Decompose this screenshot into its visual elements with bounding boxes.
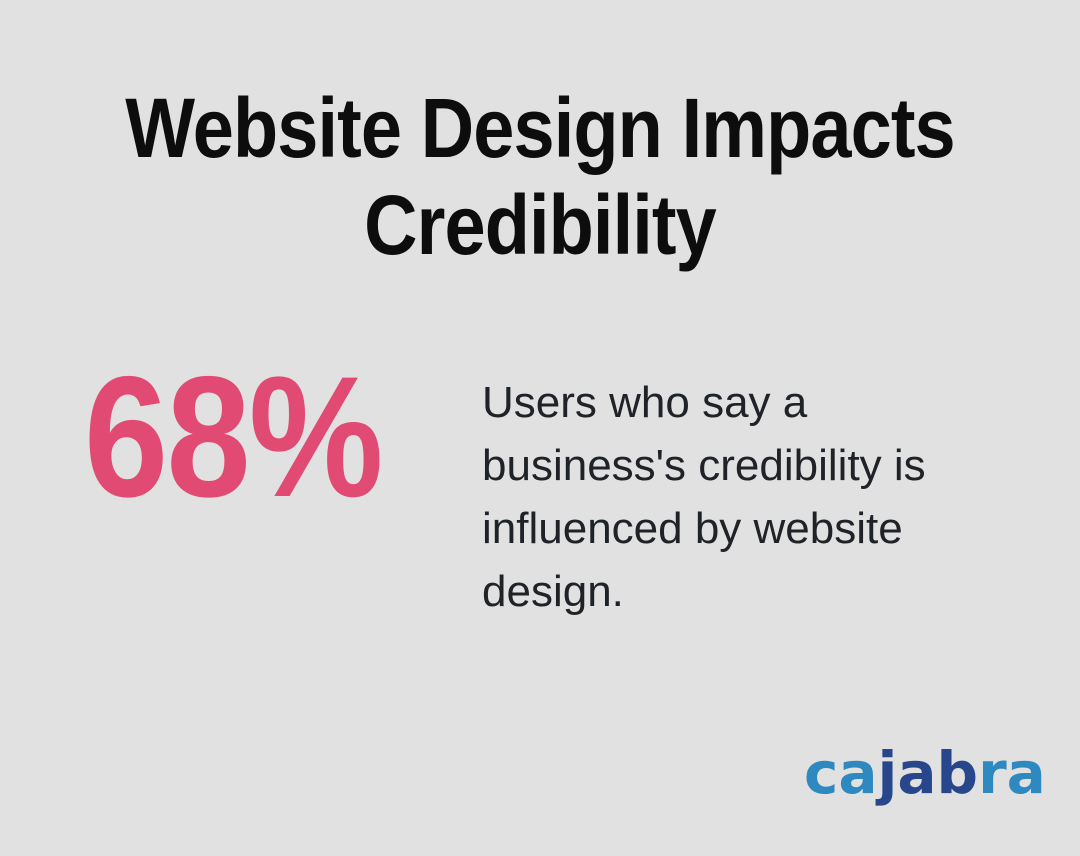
- logo-segment-ca: ca: [804, 739, 878, 807]
- infographic-title: Website Design Impacts Credibility: [65, 80, 1015, 274]
- stat-value: 68%: [84, 341, 383, 533]
- stat-description-line-2: business's credibility is: [482, 441, 926, 490]
- logo-segment-jab: jab: [877, 739, 979, 807]
- logo-segment-ra: ra: [978, 739, 1046, 807]
- stat-description-line-3: influenced by website: [482, 504, 903, 553]
- stat-description-line-1: Users who say a: [482, 378, 808, 427]
- title-line-2: Credibility: [364, 178, 717, 272]
- stat-description-line-4: design.: [482, 567, 624, 616]
- brand-logo: cajabra: [804, 744, 1046, 802]
- stat-description: Users who say a business's credibility i…: [482, 371, 1002, 623]
- title-line-1: Website Design Impacts: [125, 81, 955, 175]
